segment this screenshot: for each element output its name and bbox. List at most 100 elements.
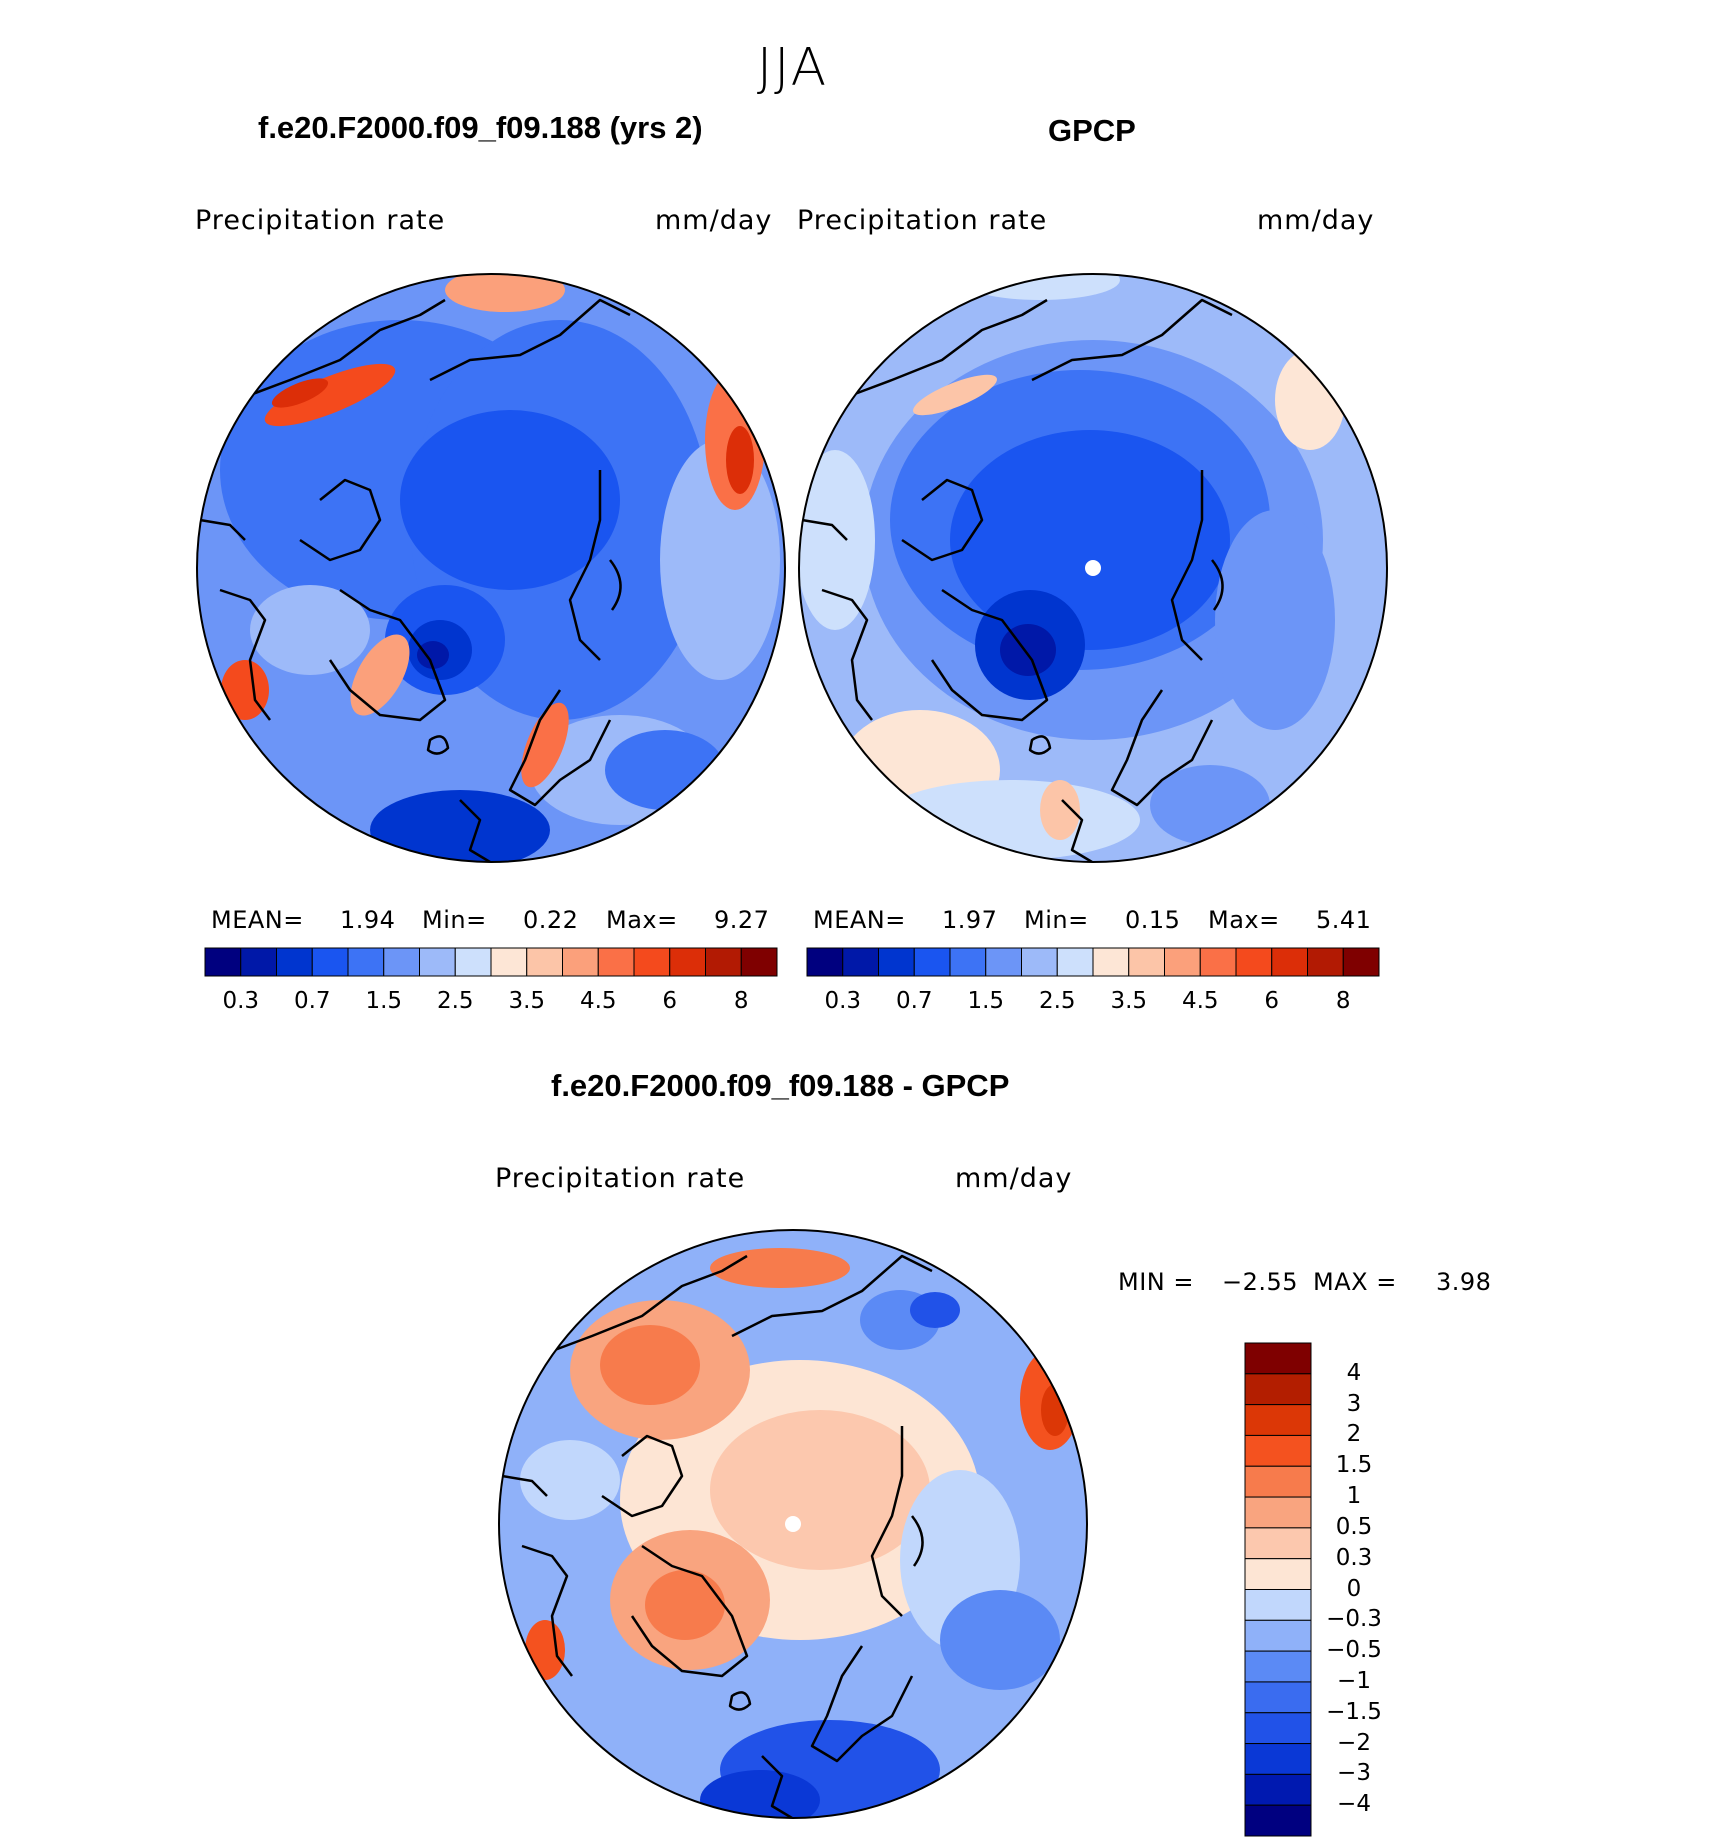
colorbar-swatch — [1244, 1342, 1312, 1375]
colorbar-tick-label: 4 — [1346, 1359, 1362, 1386]
panel2-min-value: 0.15 — [1125, 906, 1181, 934]
colorbar-tick-label: 0.3 — [1335, 1544, 1373, 1571]
colorbar-swatch — [454, 947, 492, 977]
colorbar-tick-label: 2.5 — [436, 988, 474, 1014]
panel3-title: f.e20.F2000.f09_f09.188 - GPCP — [551, 1068, 1010, 1103]
panel2-units-label: mm/day — [1257, 205, 1375, 236]
colorbar-tick-label: 0.3 — [222, 988, 260, 1014]
colorbar-swatch — [1244, 1773, 1312, 1806]
colorbar-swatch — [1244, 1650, 1312, 1683]
colorbar-tick-label: 8 — [733, 988, 749, 1014]
colorbar-swatch — [878, 947, 915, 977]
colorbar-swatch — [1021, 947, 1058, 977]
colorbar-tick-label: 2.5 — [1038, 988, 1076, 1014]
panel1-variable-label: Precipitation rate — [195, 205, 446, 236]
panel1-polar-map — [197, 274, 785, 862]
panel2-title: GPCP — [1048, 113, 1136, 148]
panel3-units-label: mm/day — [955, 1163, 1073, 1194]
colorbar-swatch — [1244, 1804, 1312, 1837]
panel2-mean-label: MEAN= — [813, 906, 906, 934]
colorbar-swatch — [633, 947, 671, 977]
colorbar-swatch — [1244, 1434, 1312, 1467]
colorbar-swatch — [311, 947, 349, 977]
panel2-mean-value: 1.97 — [942, 906, 998, 934]
colorbar-tick-label: 3.5 — [508, 988, 546, 1014]
colorbar-swatch — [740, 947, 778, 977]
panel3-min-label: MIN = — [1118, 1268, 1194, 1296]
panel3-variable-label: Precipitation rate — [495, 1163, 746, 1194]
colorbar-swatch — [806, 947, 844, 977]
colorbar-swatch — [1164, 947, 1201, 977]
panel2-max-label: Max= — [1208, 906, 1280, 934]
colorbar-tick-label: 0.3 — [824, 988, 862, 1014]
figure-title: JJA — [756, 38, 829, 98]
colorbar-swatch — [347, 947, 385, 977]
colorbar-tick-label: −0.3 — [1326, 1606, 1382, 1633]
colorbar-tick-label: −0.5 — [1326, 1637, 1382, 1664]
colorbar-swatch — [1092, 947, 1130, 977]
colorbar-swatch — [1244, 1373, 1312, 1406]
panel1-min-value: 0.22 — [523, 906, 579, 934]
colorbar-tick-label: 0.5 — [1335, 1513, 1373, 1540]
colorbar-tick-label: 0.7 — [895, 988, 933, 1014]
colorbar-tick-label: −3 — [1337, 1760, 1371, 1787]
colorbar-tick-label: 4.5 — [1181, 988, 1219, 1014]
panel1-colorbar — [204, 947, 778, 977]
colorbar-tick-label: 8 — [1335, 988, 1351, 1014]
colorbar-swatch — [597, 947, 635, 977]
colorbar-tick-label: −1.5 — [1326, 1698, 1382, 1725]
colorbar-swatch — [1244, 1743, 1312, 1775]
colorbar-swatch — [1244, 1712, 1312, 1745]
colorbar-swatch — [842, 947, 879, 977]
panel3-min-value: −2.55 — [1222, 1268, 1299, 1296]
colorbar-tick-label: 1 — [1346, 1483, 1362, 1510]
panel2-colorbar — [806, 947, 1380, 977]
colorbar-swatch — [1244, 1681, 1312, 1714]
colorbar-swatch — [526, 947, 563, 977]
panel3-map-border — [498, 1229, 1088, 1819]
colorbar-tick-label: −4 — [1337, 1791, 1371, 1818]
colorbar-swatch — [490, 947, 528, 977]
colorbar-swatch — [1244, 1404, 1312, 1436]
colorbar-swatch — [1244, 1619, 1312, 1652]
panel2-min-label: Min= — [1024, 906, 1089, 934]
colorbar-swatch — [419, 947, 456, 977]
colorbar-tick-label: −2 — [1337, 1729, 1371, 1756]
panel3-max-value: 3.98 — [1436, 1268, 1492, 1296]
colorbar-tick-label: 1.5 — [967, 988, 1005, 1014]
colorbar-swatch — [276, 947, 313, 977]
colorbar-swatch — [1244, 1589, 1312, 1621]
panel1-mean-label: MEAN= — [211, 906, 304, 934]
panel3-max-label: MAX = — [1313, 1268, 1397, 1296]
panel3-coastlines — [501, 1254, 933, 1818]
colorbar-tick-label: 6 — [662, 988, 678, 1014]
colorbar-tick-label: −1 — [1337, 1667, 1371, 1694]
colorbar-swatch — [1307, 947, 1344, 977]
colorbar-tick-label: 3 — [1346, 1390, 1362, 1417]
colorbar-tick-label: 1.5 — [1335, 1452, 1373, 1479]
panel1-coastlines — [199, 298, 631, 862]
panel1-units-label: mm/day — [655, 205, 773, 236]
panel1-map-border — [196, 273, 786, 863]
panel1-min-label: Min= — [422, 906, 487, 934]
colorbar-swatch — [913, 947, 951, 977]
north-pole-missing-data-dot-icon — [1085, 560, 1101, 576]
colorbar-swatch — [1342, 947, 1380, 977]
colorbar-tick-label: 2 — [1346, 1421, 1362, 1448]
colorbar-swatch — [949, 947, 987, 977]
panel1-max-value: 9.27 — [714, 906, 770, 934]
colorbar-swatch — [1235, 947, 1273, 977]
colorbar-swatch — [1128, 947, 1165, 977]
panel3-colorbar — [1244, 1342, 1312, 1837]
panel2-variable-label: Precipitation rate — [797, 205, 1048, 236]
panel2-max-value: 5.41 — [1316, 906, 1372, 934]
colorbar-tick-label: 0.7 — [293, 988, 331, 1014]
colorbar-swatch — [1244, 1465, 1312, 1498]
colorbar-swatch — [705, 947, 742, 977]
colorbar-tick-label: 1.5 — [365, 988, 403, 1014]
colorbar-swatch — [204, 947, 242, 977]
panel1-title: f.e20.F2000.f09_f09.188 (yrs 2) — [258, 110, 703, 145]
colorbar-swatch — [1271, 947, 1308, 977]
colorbar-tick-label: 6 — [1264, 988, 1280, 1014]
